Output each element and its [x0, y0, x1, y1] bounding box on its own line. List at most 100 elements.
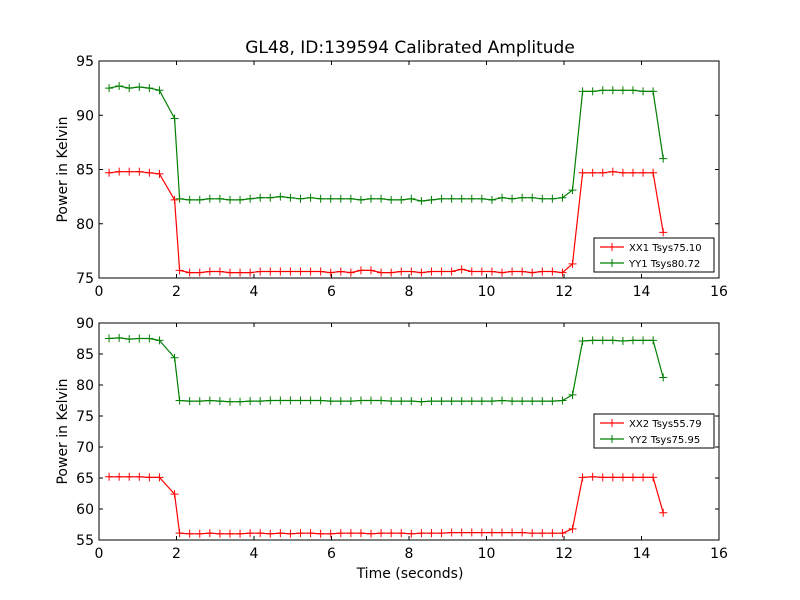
data-point — [125, 167, 134, 176]
data-point — [145, 334, 154, 343]
data-point — [276, 529, 285, 538]
legend-marker — [608, 435, 616, 443]
data-point — [377, 268, 386, 277]
data-point — [508, 397, 517, 406]
data-point — [306, 396, 315, 405]
y-tick-label: 90 — [76, 316, 94, 332]
data-point — [608, 86, 617, 95]
data-point — [356, 266, 365, 275]
data-point — [417, 397, 426, 406]
x-tick-label: 12 — [555, 546, 573, 562]
data-point — [105, 334, 114, 343]
data-point — [377, 194, 386, 203]
data-point — [236, 268, 245, 277]
y-tick-label: 85 — [76, 347, 94, 363]
x-tick-label: 14 — [633, 546, 651, 562]
data-point — [225, 529, 234, 538]
data-point — [256, 267, 265, 276]
y-axis-label: Power in Kelvin — [55, 116, 71, 222]
x-tick-label: 10 — [478, 284, 496, 300]
data-point — [185, 268, 194, 277]
y-tick-label: 90 — [76, 108, 94, 124]
data-point — [447, 267, 456, 276]
data-point — [628, 168, 637, 177]
data-point — [276, 396, 285, 405]
data-point — [427, 397, 436, 406]
data-point — [296, 529, 305, 538]
data-point — [175, 529, 184, 538]
series-line — [109, 476, 664, 535]
legend-marker — [608, 243, 616, 251]
series-line — [109, 171, 664, 274]
legend-marker — [608, 259, 616, 267]
data-point — [336, 267, 345, 276]
figure-title: GL48, ID:139594 Calibrated Amplitude — [245, 38, 575, 58]
data-point — [346, 194, 355, 203]
data-point — [367, 266, 376, 275]
data-point — [225, 397, 234, 406]
data-point — [115, 81, 124, 90]
data-point — [558, 193, 567, 202]
data-point — [356, 396, 365, 405]
x-tick-label: 0 — [95, 284, 104, 300]
data-point — [639, 168, 648, 177]
data-point — [628, 336, 637, 345]
data-point — [215, 267, 224, 276]
data-point — [205, 396, 214, 405]
data-point — [246, 397, 255, 406]
data-point — [558, 529, 567, 538]
data-point — [155, 86, 164, 95]
data-point — [618, 168, 627, 177]
data-point — [115, 333, 124, 342]
data-point — [266, 267, 275, 276]
data-point — [296, 396, 305, 405]
data-point — [457, 528, 466, 537]
data-point — [588, 336, 597, 345]
data-point — [135, 83, 144, 92]
data-point — [326, 194, 335, 203]
data-point — [377, 529, 386, 538]
data-point — [105, 168, 114, 177]
data-point — [518, 267, 527, 276]
data-point — [407, 194, 416, 203]
y-tick-label: 95 — [76, 54, 94, 70]
data-point — [467, 528, 476, 537]
data-point — [215, 529, 224, 538]
data-point — [407, 267, 416, 276]
data-point — [598, 168, 607, 177]
data-point — [528, 529, 537, 538]
data-point — [417, 196, 426, 205]
data-point — [286, 267, 295, 276]
data-point — [387, 529, 396, 538]
data-point — [170, 490, 179, 499]
y-tick-label: 55 — [76, 533, 94, 549]
data-point — [457, 397, 466, 406]
data-point — [155, 473, 164, 482]
data-point — [447, 194, 456, 203]
data-point — [346, 268, 355, 277]
y-tick-label: 75 — [76, 409, 94, 425]
data-point — [578, 168, 587, 177]
data-point — [427, 195, 436, 204]
data-point — [568, 186, 577, 195]
data-point — [306, 193, 315, 202]
data-point — [367, 194, 376, 203]
x-tick-label: 14 — [633, 284, 651, 300]
data-point — [115, 472, 124, 481]
data-point — [427, 267, 436, 276]
data-point — [276, 267, 285, 276]
data-point — [145, 168, 154, 177]
y-tick-label: 85 — [76, 163, 94, 179]
data-point — [548, 397, 557, 406]
data-point — [397, 529, 406, 538]
data-point — [618, 86, 627, 95]
data-point — [170, 195, 179, 204]
data-point — [538, 529, 547, 538]
data-point — [175, 396, 184, 405]
x-tick-label: 16 — [710, 284, 728, 300]
data-point — [387, 397, 396, 406]
data-point — [538, 267, 547, 276]
data-point — [256, 529, 265, 538]
data-point — [649, 473, 658, 482]
